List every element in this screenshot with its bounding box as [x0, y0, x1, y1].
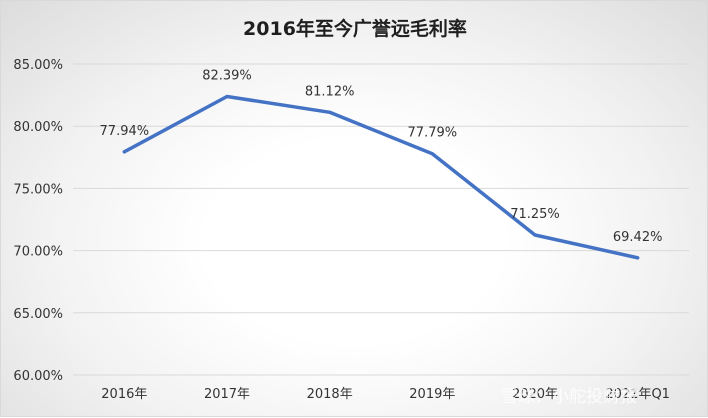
chart-title: 2016年至今广誉远毛利率	[243, 17, 467, 40]
data-label: 77.79%	[408, 126, 458, 141]
watermark: 雪球：小舵投财报	[501, 387, 637, 407]
series-line	[122, 94, 640, 260]
data-label: 81.12%	[305, 84, 355, 99]
data-label: 82.39%	[202, 68, 252, 83]
data-point	[430, 152, 434, 156]
x-tick-label: 2019年	[409, 387, 455, 402]
y-tick-label: 85.00%	[13, 58, 63, 73]
data-point	[533, 233, 537, 237]
data-label: 69.42%	[613, 230, 663, 245]
x-axis: 2016年 2017年 2018年 2019年 2020年 2021年Q1	[101, 387, 670, 402]
y-tick-label: 80.00%	[13, 120, 63, 135]
data-label: 77.94%	[100, 124, 150, 139]
y-tick-label: 65.00%	[13, 307, 63, 322]
series-polyline	[122, 94, 640, 260]
data-point	[328, 110, 332, 114]
y-axis: 60.00% 65.00% 70.00% 75.00% 80.00% 85.00%	[13, 58, 63, 384]
x-tick-label: 2021年Q1	[605, 387, 670, 402]
data-point	[636, 256, 640, 260]
data-point	[225, 94, 229, 98]
data-label: 71.25%	[510, 207, 560, 222]
y-tick-label: 75.00%	[13, 182, 63, 197]
data-point	[122, 150, 126, 154]
data-labels: 77.94% 82.39% 81.12% 77.79% 71.25% 69.42%	[100, 68, 663, 244]
y-tick-label: 60.00%	[13, 369, 63, 384]
x-tick-label: 2018年	[307, 387, 353, 402]
x-tick-label: 2017年	[204, 387, 250, 402]
x-tick-label: 2020年	[512, 387, 558, 402]
gridlines	[73, 63, 689, 376]
y-tick-label: 70.00%	[13, 245, 63, 260]
x-tick-label: 2016年	[101, 387, 147, 402]
